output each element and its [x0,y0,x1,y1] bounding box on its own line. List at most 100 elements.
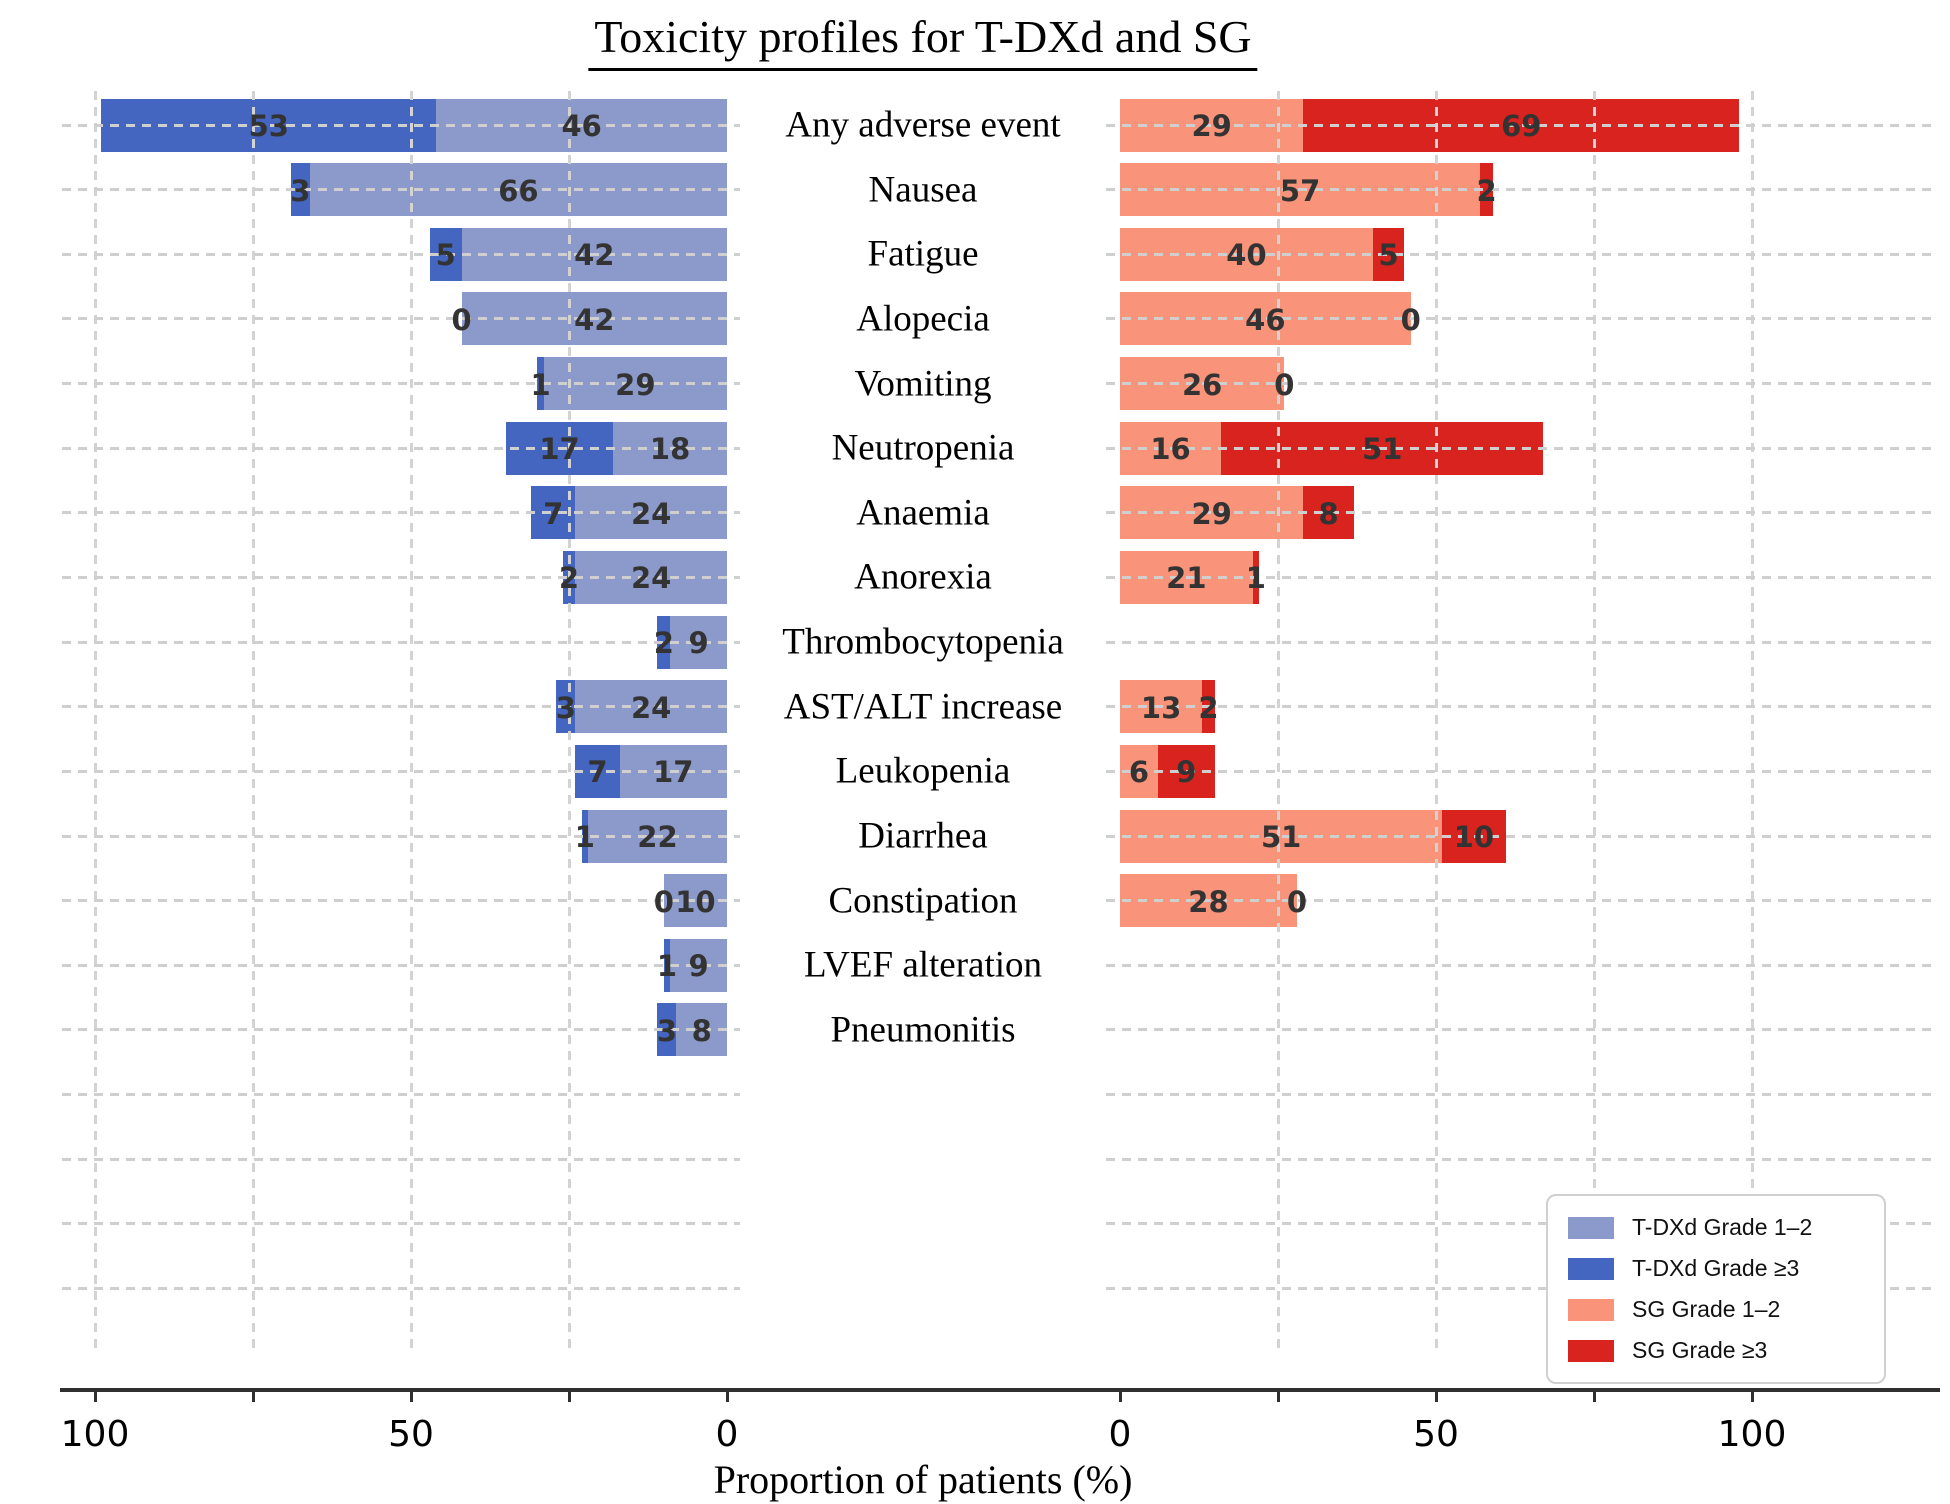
bar-value-label: 1 [574,820,595,855]
gridline-horizontal [62,963,740,967]
axis-tick-mark [251,1392,255,1402]
bar-value-label: 2 [1476,173,1497,208]
bar-value-label: 17 [653,755,694,790]
bar-value-label: 2 [558,561,580,596]
bar-value-label: 51 [1260,820,1302,855]
bar-value-label: 9 [1176,755,1197,790]
x-axis-label: Proportion of patients (%) [713,1457,1133,1502]
gridline-horizontal [1106,769,1938,773]
gridline-horizontal [1106,963,1938,967]
category-label: Fatigue [867,233,979,275]
bar-value-label: 21 [1166,561,1207,596]
bar-value-label: 0 [1286,884,1308,919]
legend: T-DXd Grade 1–2 T-DXd Grade ≥3 SG Grade … [1546,1194,1886,1384]
gridline-horizontal [1106,1093,1938,1097]
category-label: Constipation [828,880,1018,922]
axis-tick-mark [1434,1392,1438,1402]
bar-value-label: 57 [1279,173,1321,208]
axis-tick-label: 50 [1413,1414,1459,1455]
bar-value-label: 51 [1362,432,1403,467]
bar-value-label: 29 [1191,109,1232,143]
gridline-vertical [1434,88,1438,1348]
legend-label: SG Grade ≥3 [1632,1337,1768,1363]
gridline-vertical [1592,88,1596,1348]
bar-value-label: 17 [539,432,580,467]
gridline-vertical [251,88,255,1348]
category-label: Thrombocytopenia [782,621,1064,663]
bar-value-label: 26 [1181,367,1223,402]
axis-tick-label: 50 [388,1414,434,1455]
legend-item-tdxd-g12: T-DXd Grade 1–2 [1568,1214,1864,1241]
bar-value-label: 9 [688,949,709,984]
bar-value-label: 29 [1191,496,1232,531]
category-label: Diarrhea [858,815,988,857]
axis-tick-mark [567,1392,571,1402]
sg-grade12-swatch-icon [1568,1298,1614,1321]
bar-value-label: 28 [1188,884,1229,919]
sg-grade3-swatch-icon [1568,1339,1614,1362]
gridline-horizontal [1106,1157,1938,1161]
legend-label: T-DXd Grade 1–2 [1632,1214,1813,1240]
bar-value-label: 24 [630,690,672,725]
axis-tick-mark [1118,1392,1122,1402]
bar-value-label: 2 [1198,690,1219,725]
axis-tick-mark [1750,1392,1754,1402]
bar-value-label: 46 [1245,302,1286,337]
chart-title: Toxicity profiles for T-DXd and SG [588,10,1258,71]
axis-tick-label: 100 [60,1414,130,1455]
bar-value-label: 2 [653,626,674,661]
axis-tick-mark [1592,1392,1596,1402]
gridline-horizontal [62,1222,740,1226]
legend-item-sg-g3: SG Grade ≥3 [1568,1337,1864,1364]
bar-value-label: 9 [688,626,709,661]
legend-item-tdxd-g3: T-DXd Grade ≥3 [1568,1255,1864,1282]
bar-value-label: 42 [574,238,615,273]
bar-value-label: 66 [498,173,539,208]
bar-value-label: 7 [587,755,608,790]
bar-value-label: 6 [1128,755,1150,790]
bar-value-label: 3 [555,690,576,725]
bar-value-label: 24 [630,496,672,531]
bar-value-label: 16 [1150,432,1191,467]
gridline-vertical [93,88,97,1348]
gridline-horizontal [1106,640,1938,644]
bar-value-label: 8 [691,1013,712,1048]
gridline-horizontal [62,1028,740,1032]
category-label: Pneumonitis [830,1009,1016,1051]
bar-value-label: 1 [656,949,678,984]
bar-value-label: 8 [1318,496,1339,531]
legend-label: T-DXd Grade ≥3 [1632,1255,1800,1281]
bar-value-label: 29 [615,367,656,402]
bar-value-label: 5 [435,238,456,273]
axis-tick-mark [93,1392,97,1402]
category-label: Nausea [868,169,978,211]
axis-tick-mark [725,1392,729,1402]
category-label: Alopecia [856,298,990,340]
gridline-horizontal [62,1157,740,1161]
bar-value-label: 0 [653,884,674,919]
bar-value-label: 18 [649,432,691,467]
gridline-vertical [409,88,413,1348]
bar-value-label: 3 [290,173,311,208]
gridline-horizontal [62,899,740,903]
axis-tick-label: 0 [715,1414,739,1455]
gridline-horizontal [62,1287,740,1291]
bar-value-label: 5 [1378,238,1399,273]
bar-value-label: 42 [574,302,615,337]
bar-value-label: 69 [1501,109,1542,143]
axis-tick-mark [409,1392,413,1402]
x-axis-line [60,1388,1940,1392]
category-label: Neutropenia [831,427,1015,469]
bar-value-label: 3 [656,1013,678,1048]
axis-tick-mark [1276,1392,1280,1402]
bar-value-label: 1 [530,367,551,402]
tdxd-grade12-swatch-icon [1568,1216,1614,1239]
bar-value-label: 53 [248,109,289,143]
bar-value-label: 24 [630,561,672,596]
category-label: Anorexia [854,556,992,598]
category-label: Anaemia [856,492,990,534]
bar-value-label: 0 [1274,367,1295,402]
bar-value-label: 22 [637,820,678,855]
bar-value-label: 0 [1400,302,1421,337]
